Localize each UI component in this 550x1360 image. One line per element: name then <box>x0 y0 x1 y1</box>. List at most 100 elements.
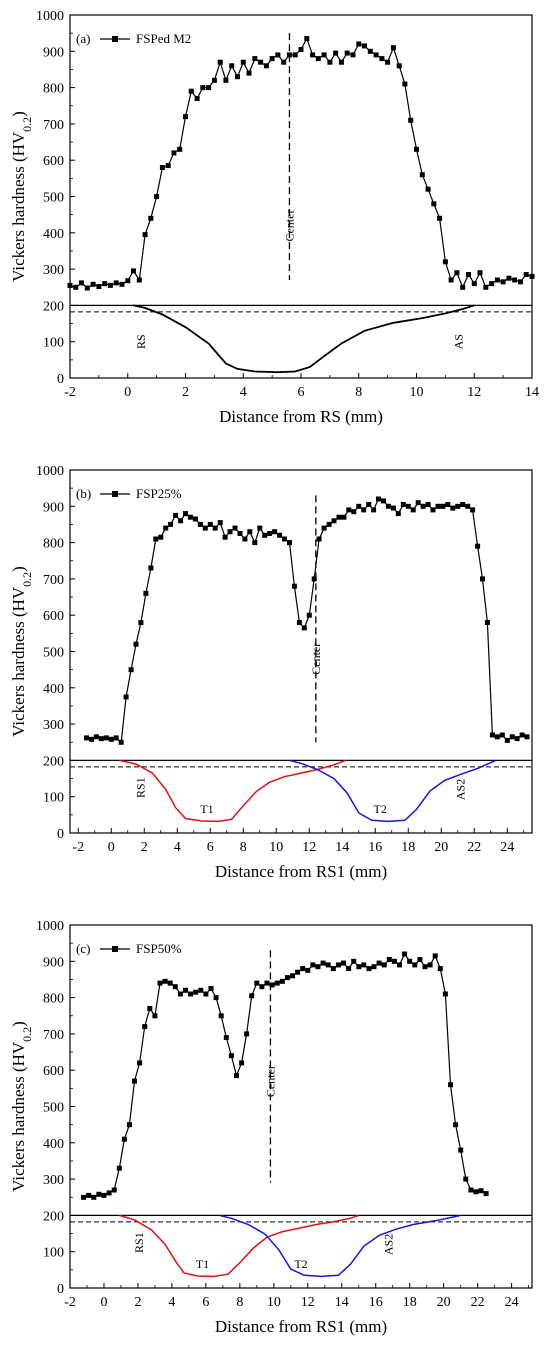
data-point <box>335 962 341 968</box>
data-point <box>211 77 217 83</box>
data-point <box>385 59 391 65</box>
data-point <box>148 565 154 571</box>
data-point <box>344 50 350 56</box>
data-point <box>247 529 253 535</box>
data-point <box>391 958 397 964</box>
data-point <box>327 59 333 65</box>
data-point <box>198 987 204 993</box>
y-tick-label: 700 <box>43 1028 64 1043</box>
y-tick-label: 600 <box>43 154 64 169</box>
data-point <box>228 1053 234 1059</box>
data-point <box>177 991 183 997</box>
x-tick-label: 0 <box>124 385 131 400</box>
data-point <box>138 620 144 625</box>
data-point <box>425 186 431 192</box>
data-point <box>229 63 235 69</box>
data-point <box>178 518 184 524</box>
data-point <box>489 732 495 738</box>
data-point <box>326 521 332 527</box>
y-tick-label: 200 <box>43 754 64 769</box>
data-point <box>356 41 362 47</box>
data-point <box>371 507 377 513</box>
tool-profile-t2 <box>289 759 497 823</box>
y-tick-label: 900 <box>43 955 64 970</box>
data-point <box>460 502 466 507</box>
panel-label: (b) <box>76 486 91 501</box>
tool-profile-t1 <box>119 759 346 823</box>
y-tick-label: 0 <box>57 1282 64 1297</box>
data-point <box>217 520 223 526</box>
data-point <box>402 951 408 957</box>
data-point <box>212 525 218 531</box>
data-point <box>246 70 252 76</box>
x-tick-label: 8 <box>355 385 362 400</box>
center-label: Center <box>282 210 296 242</box>
hardness-line <box>86 498 528 744</box>
data-point <box>152 1013 158 1019</box>
data-point <box>304 36 310 42</box>
y-tick-label: 500 <box>43 646 64 661</box>
data-point <box>371 964 377 970</box>
data-point <box>432 953 438 959</box>
data-point <box>435 503 441 509</box>
x-tick-label: 12 <box>467 385 481 400</box>
data-point <box>381 962 387 968</box>
plot-frame <box>69 14 533 379</box>
tool-profile-t2 <box>219 1214 461 1278</box>
data-point <box>157 980 163 986</box>
y-tick-label: 1000 <box>36 919 64 934</box>
data-point <box>460 284 466 290</box>
x-tick-label: 2 <box>141 840 148 855</box>
data-point <box>458 1147 464 1153</box>
x-tick-label: 14 <box>335 1295 349 1310</box>
profile-b <box>70 495 532 823</box>
x-tick-label: 14 <box>335 840 349 855</box>
y-axis-title-main: Vickers hardness (HV <box>9 131 28 282</box>
data-point <box>414 146 419 152</box>
data-point <box>500 279 506 285</box>
x-tick-label: 22 <box>467 840 481 855</box>
data-point <box>494 734 500 740</box>
data-point <box>483 1191 489 1197</box>
data-point <box>202 525 208 531</box>
data-point <box>296 620 302 625</box>
legend-label: FSPed M2 <box>136 31 191 46</box>
data-point <box>512 277 518 283</box>
y-tick-label: 0 <box>57 827 64 842</box>
data-point <box>259 984 265 990</box>
x-tick-label: 4 <box>174 840 181 855</box>
rs-label: RS <box>134 334 148 349</box>
y-tick-label: 800 <box>43 537 64 552</box>
data-point <box>338 59 344 65</box>
data-point <box>277 532 283 538</box>
data-point <box>315 964 321 970</box>
data-point <box>420 503 426 509</box>
data-point <box>282 536 287 542</box>
panel-label: (a) <box>76 31 90 46</box>
data-point <box>415 500 421 506</box>
data-point <box>442 259 448 265</box>
data-point <box>407 958 413 964</box>
data-point <box>81 1194 87 1200</box>
data-point <box>325 962 331 968</box>
y-tick-label: 600 <box>43 609 64 624</box>
data-point <box>473 1189 479 1195</box>
tool-profile <box>133 304 475 374</box>
data-point <box>126 1122 132 1128</box>
data-point <box>148 215 154 221</box>
data-point <box>154 194 160 199</box>
data-point <box>509 734 515 740</box>
data-point <box>471 281 477 287</box>
data-point <box>165 163 171 169</box>
data-point <box>381 498 386 504</box>
data-point <box>356 503 362 509</box>
data-point <box>504 737 510 743</box>
data-point <box>133 641 139 647</box>
x-tick-label: 16 <box>369 1295 383 1310</box>
data-point <box>412 962 418 968</box>
center-label: Center <box>263 1065 277 1097</box>
data-point <box>269 982 275 988</box>
